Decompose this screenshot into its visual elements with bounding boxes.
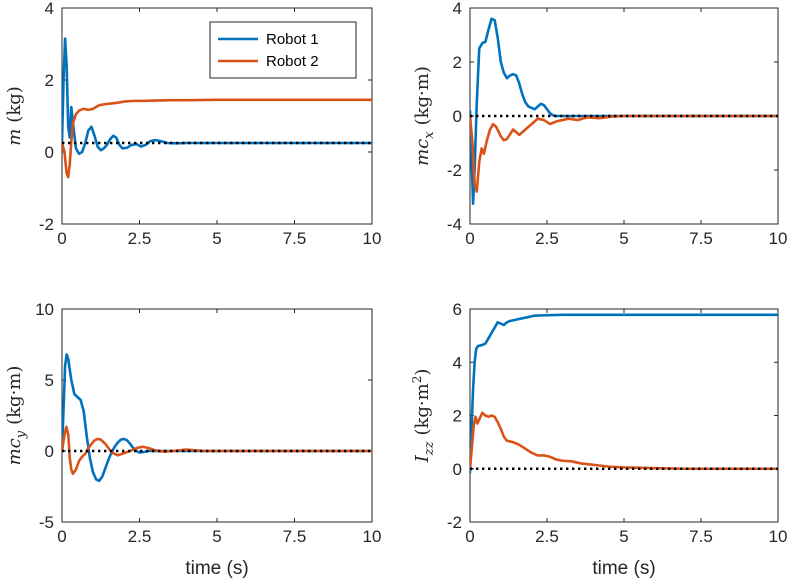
y-label-main: mc xyxy=(412,139,433,166)
y-tick-label: 4 xyxy=(45,0,54,18)
y-tick-label: 5 xyxy=(45,371,54,390)
y-tick-label: 0 xyxy=(45,442,54,461)
x-tick-label: 0 xyxy=(57,229,66,248)
x-tick-label: 7.5 xyxy=(283,229,307,248)
x-tick-label: 0 xyxy=(465,229,474,248)
y-label-main: m xyxy=(4,129,25,146)
y-tick-label: 2 xyxy=(45,71,54,90)
x-tick-label: 2.5 xyxy=(128,229,152,248)
y-tick-label: 2 xyxy=(453,407,462,426)
axes-box xyxy=(61,308,373,523)
y-tick-label: 0 xyxy=(45,143,54,162)
y-tick-label: 4 xyxy=(453,0,462,18)
y-axis-label: mcx (kg·m) xyxy=(412,66,437,166)
y-label-main: I xyxy=(412,454,433,463)
legend-label-robot-2: Robot 2 xyxy=(266,53,319,70)
y-label-superscript: 2 xyxy=(410,376,424,384)
x-tick-label: 10 xyxy=(363,229,382,248)
y-axis-label: m (kg) xyxy=(4,86,25,146)
y-label-unit: (kg·m) xyxy=(4,366,25,425)
y-tick-label: -2 xyxy=(39,215,54,234)
x-tick-label: 7.5 xyxy=(689,229,713,248)
series-line-robot-2 xyxy=(62,98,372,179)
series-line-robot-2 xyxy=(470,411,778,471)
y-label-subscript: x xyxy=(422,131,437,139)
x-tick-label: 5 xyxy=(212,527,221,546)
y-tick-label: 4 xyxy=(453,353,462,372)
y-label-unit: (kg·m) xyxy=(412,66,433,125)
y-label-main: mc xyxy=(4,438,25,465)
y-tick-label: -2 xyxy=(447,161,462,180)
x-tick-label: 2.5 xyxy=(535,527,559,546)
y-tick-label: -5 xyxy=(39,513,54,532)
legend-box xyxy=(209,21,357,79)
x-axis-label: time (s) xyxy=(185,558,248,579)
y-label-unit: (kg·m xyxy=(412,383,433,435)
x-tick-label: 10 xyxy=(769,527,788,546)
series-line-robot-2 xyxy=(470,114,778,193)
y-tick-label: 2 xyxy=(453,53,462,72)
x-tick-label: 7.5 xyxy=(689,527,713,546)
y-label-subscript: zz xyxy=(422,441,437,456)
y-tick-label: 10 xyxy=(35,300,54,319)
x-tick-label: 0 xyxy=(57,527,66,546)
y-axis-label: Izz (kg·m2) xyxy=(410,369,437,464)
x-tick-label: 10 xyxy=(363,527,382,546)
y-tick-label: 0 xyxy=(453,107,462,126)
y-tick-label: -2 xyxy=(447,513,462,532)
chart-mcx: 0 2.5 5 7.5 10 4 2 0 -2 -4 mcx (kg·m) xyxy=(412,0,787,248)
x-tick-label: 2.5 xyxy=(535,229,559,248)
x-axis-label: time (s) xyxy=(592,558,655,579)
x-tick-label: 10 xyxy=(769,229,788,248)
y-tick-label: -4 xyxy=(447,215,462,234)
y-label-unit: (kg) xyxy=(4,86,25,122)
y-label-subscript: y xyxy=(14,430,29,439)
y-tick-label: 0 xyxy=(453,460,462,479)
x-tick-label: 5 xyxy=(619,229,628,248)
x-tick-label: 0 xyxy=(465,527,474,546)
legend-label-robot-1: Robot 1 xyxy=(266,31,319,48)
y-tick-label: 6 xyxy=(453,300,462,319)
x-tick-label: 5 xyxy=(212,229,221,248)
x-tick-label: 7.5 xyxy=(283,527,307,546)
legend: Robot 1 Robot 2 xyxy=(209,21,357,79)
axes-box xyxy=(469,308,779,523)
y-label-close-paren: ) xyxy=(412,369,433,376)
x-tick-label: 2.5 xyxy=(128,527,152,546)
series-line-robot-1 xyxy=(470,313,778,475)
x-tick-label: 5 xyxy=(619,527,628,546)
y-axis-label: mcy (kg·m) xyxy=(4,366,29,466)
